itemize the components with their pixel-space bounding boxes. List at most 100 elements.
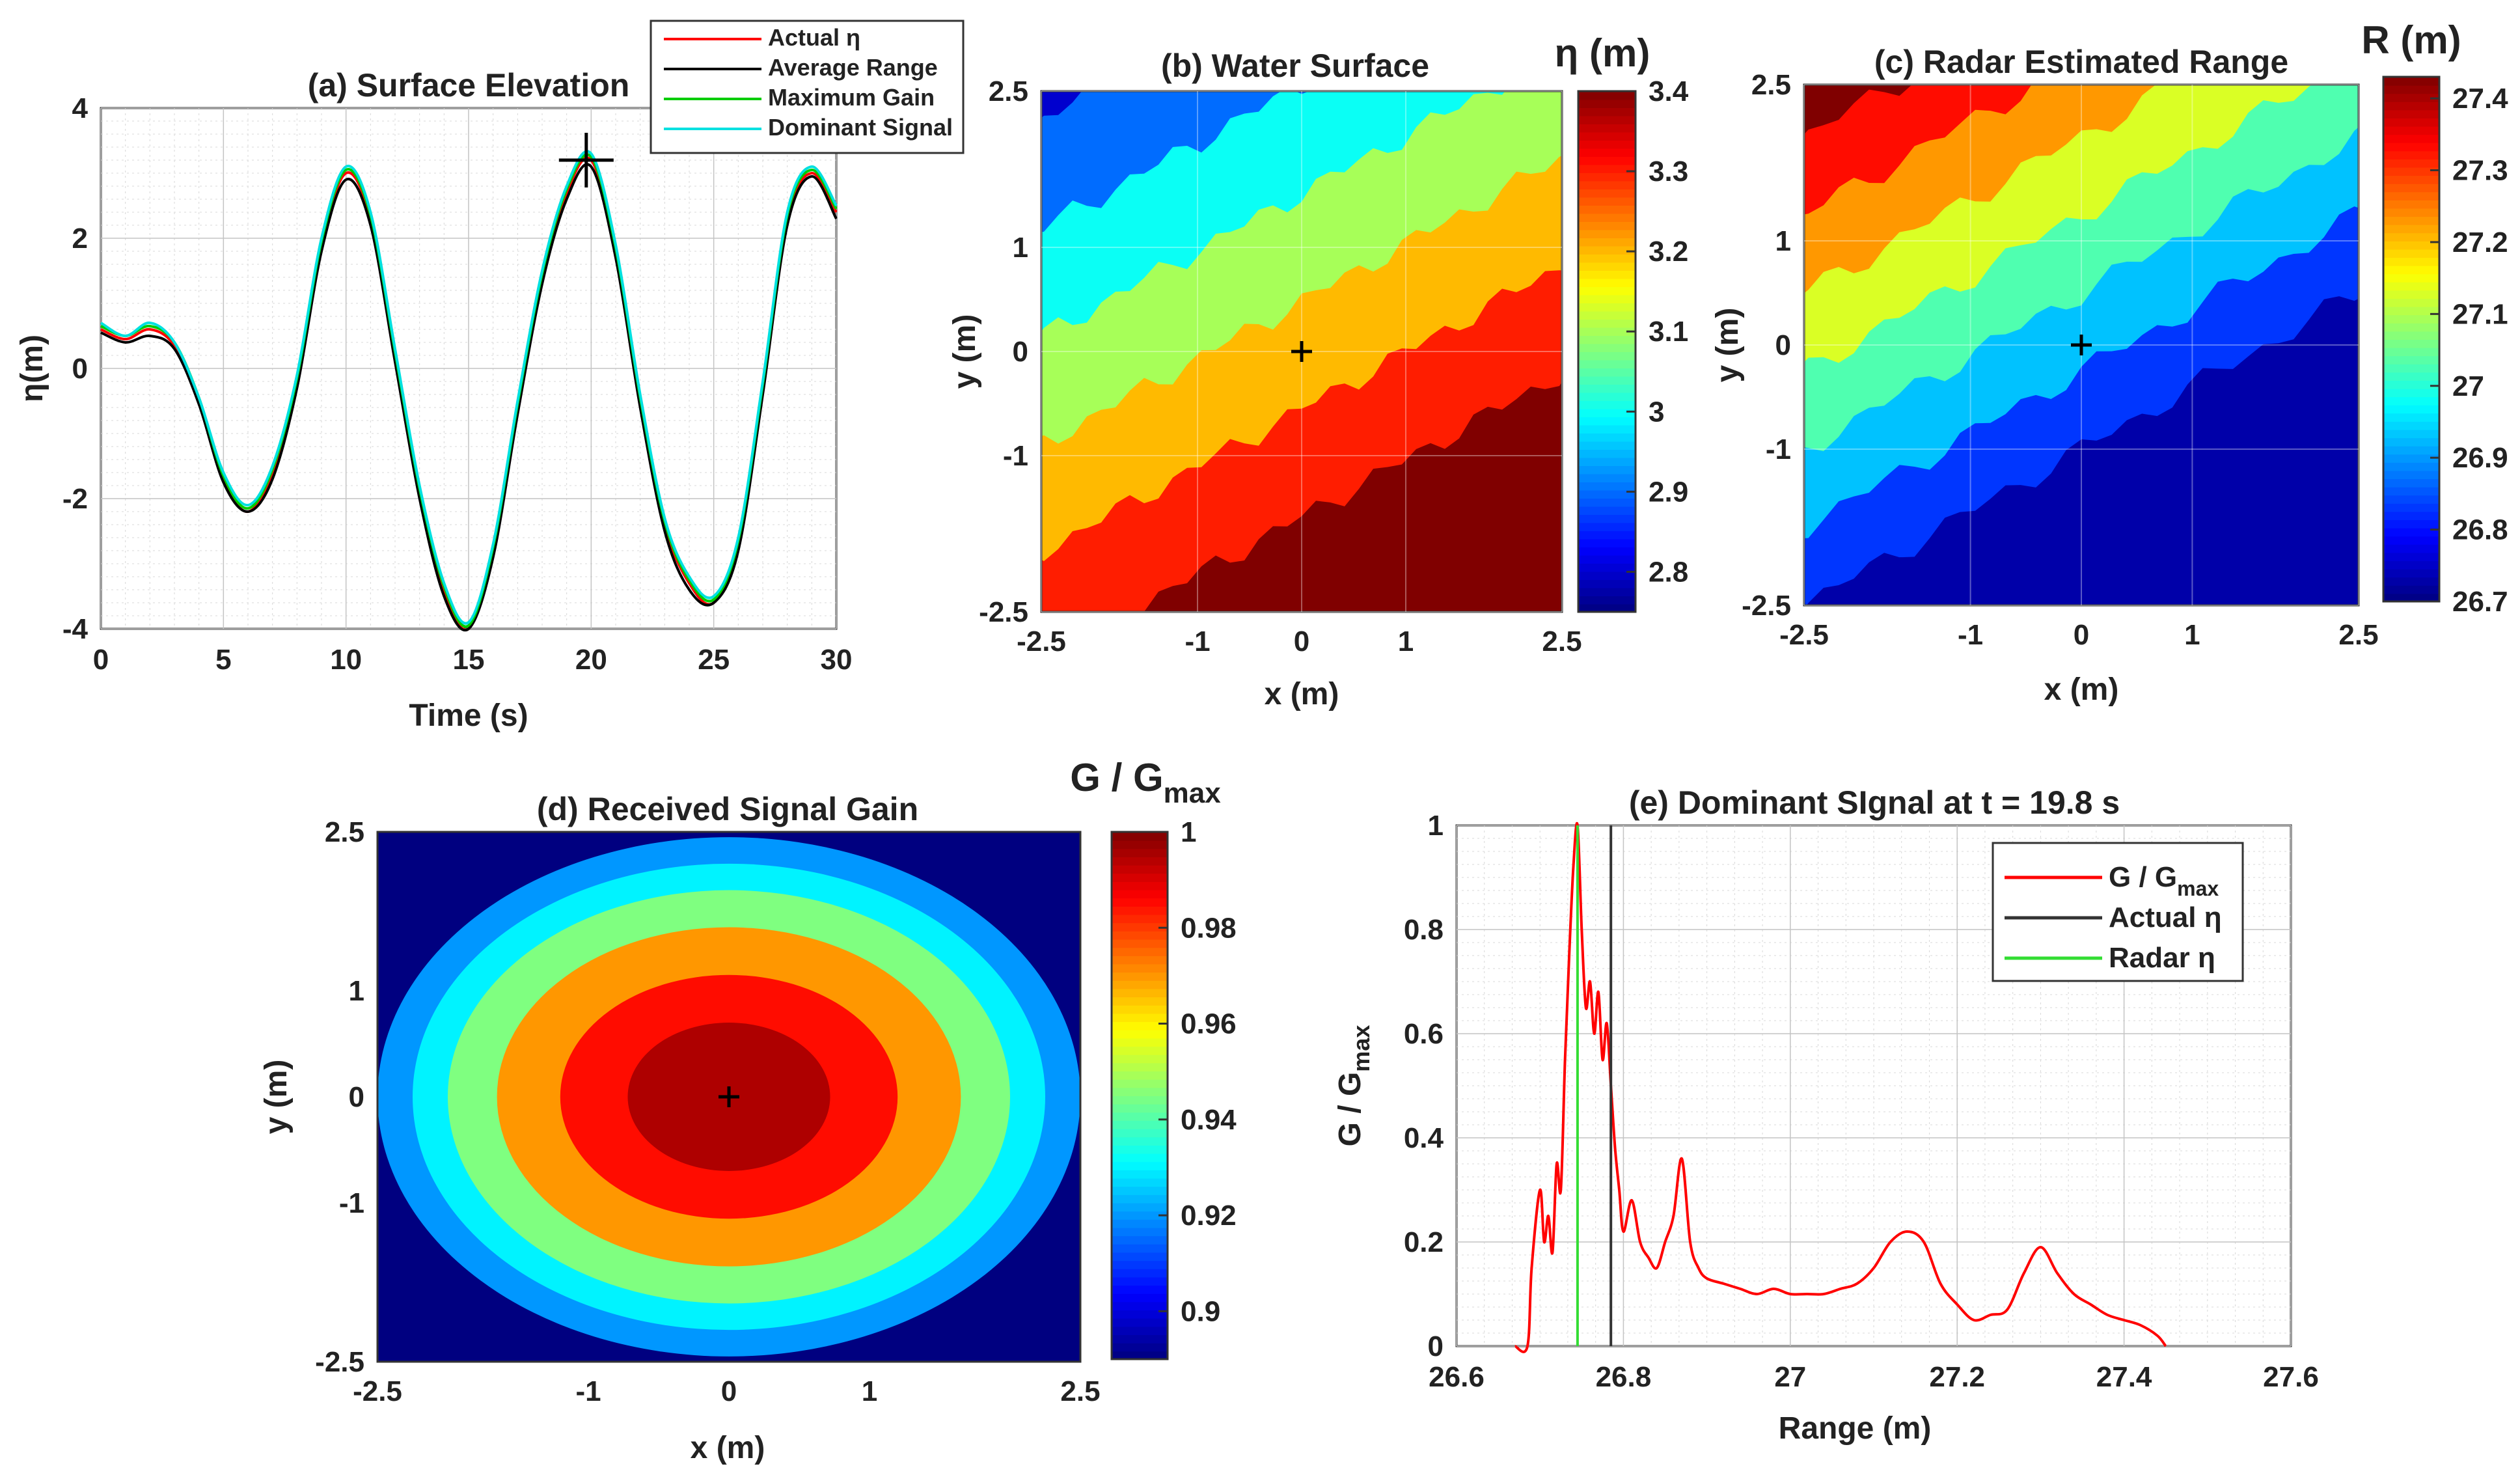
x-axis-label-b: x (m) [1265,677,1339,711]
colorbar-segment [1112,1029,1168,1039]
colorbar-segment [2383,117,2439,127]
y-tick-label: 0.2 [1404,1226,1444,1258]
colorbar-frame [1577,90,1637,613]
colorbar-segment [1112,832,1168,841]
y-tick-label: 0 [1775,329,1791,361]
colorbar-segment [1578,514,1636,523]
colorbar-tick-label: 26.9 [2452,442,2508,474]
colorbar-segment [2383,404,2439,414]
y-tick-label: 0.6 [1404,1018,1444,1050]
colorbar-segment [1112,1128,1168,1138]
x-tick-label: 0 [93,644,109,676]
y-ticks-d: -2.5 -1 0 1 2.5 [315,816,364,1378]
colorbar-segment [1578,213,1636,222]
colorbar-segment [2383,109,2439,118]
x-axis-label-a: Time (s) [409,698,528,733]
colorbar-segment [1112,988,1168,998]
series-line-3 [100,150,838,625]
colorbar-segment [1578,587,1636,596]
y-axis-label-b: y (m) [948,314,982,389]
colorbar-tick-label: 27.2 [2452,227,2508,258]
colorbar-segment [1112,1071,1168,1080]
colorbar-segment [1578,531,1636,540]
x-ticks-c: -2.5 -1 0 1 2.5 [1779,619,2379,651]
colorbar-segment [2383,298,2439,307]
colorbar-segment [1578,180,1636,189]
colorbar-segment [1112,889,1168,899]
colorbar-label-b: η (m) [1555,31,1650,75]
y-axis-label-e: G / Gmax [1333,1025,1375,1147]
colorbar-segment [2383,281,2439,291]
x-tick-label: 2.5 [1542,626,1582,657]
colorbar-segment [1112,1243,1168,1253]
colorbar-segment [1578,262,1636,271]
y-axis-label-a: η(m) [15,335,49,402]
y-tick-label: 0.8 [1404,914,1444,946]
colorbar-d: 0.9 0.92 0.94 0.96 0.98 1 [1110,816,1237,1360]
colorbar-segment [1112,1202,1168,1212]
colorbar-segment [1578,417,1636,426]
colorbar-segment [2383,175,2439,184]
colorbar-b: 2.8 2.9 3 3.1 3.2 3.3 3.4 [1577,76,1689,613]
colorbar-frame [2382,76,2441,603]
colorbar-segment [1112,1087,1168,1096]
colorbar-segment [1112,1285,1168,1294]
colorbar-segment [1578,197,1636,206]
colorbar-segment [1578,563,1636,572]
colorbar-segment [1112,1268,1168,1278]
series-group-e [1514,822,2167,1353]
grid-b [1041,90,1563,613]
marker-a [558,133,614,187]
colorbar-segment [1578,172,1636,182]
colorbar-segment [1112,1161,1168,1170]
colorbar-segment [1578,555,1636,564]
colorbar-segment [1112,972,1168,981]
colorbar-segment [1578,571,1636,580]
colorbar-segment [1112,980,1168,989]
colorbar-tick-label: 3.1 [1649,316,1688,348]
colorbar-segment [2383,585,2439,594]
colorbar-segment [1112,1046,1168,1055]
colorbar-segment [1112,1062,1168,1072]
colorbar-segment [1578,506,1636,515]
colorbar-tick-label: 27.1 [2452,298,2508,330]
colorbar-segment [2383,167,2439,176]
y-tick-label: -1 [1003,440,1028,472]
colorbar-segment [2383,208,2439,217]
y-ticks-e: 0 0.2 0.4 0.6 0.8 1 [1404,810,1444,1362]
colorbar-segment [1578,335,1636,344]
colorbar-segment [1578,400,1636,409]
legend-label: Actual η [768,24,860,51]
series-group-a [100,150,838,631]
x-tick-label: 2.5 [1060,1375,1100,1407]
panel-b: (b) Water Surface x (m) y (m) -2.5 -1 0 1 2.… [948,31,1689,711]
legend-label: G / Gmax [2109,861,2219,900]
colorbar-segment [1112,947,1168,956]
colorbar-segment [2383,142,2439,152]
colorbar-segment [2383,454,2439,463]
colorbar-segment [1578,579,1636,588]
colorbar-segment [1112,1186,1168,1195]
colorbar-segment [1112,1169,1168,1179]
colorbar-segment [2383,224,2439,234]
colorbar-segment [1112,864,1168,874]
panel-c: (c) Radar Estimated Range x (m) y (m) -2… [1710,18,2508,707]
colorbar-segment [1112,898,1168,907]
colorbar-segment [1112,922,1168,931]
colorbar-segment [2383,511,2439,521]
colorbar-tick-label: 0.92 [1181,1200,1237,1232]
colorbar-segment [1112,1178,1168,1187]
series-line-1 [100,163,838,631]
y-ticks-c: -2.5 -1 0 1 2.5 [1742,69,1791,622]
colorbar-segment [1112,1342,1168,1352]
legend-label: Radar η [2109,942,2215,974]
colorbar-segment [1112,955,1168,965]
colorbar-segment [1578,392,1636,401]
colorbar-segment [2383,322,2439,332]
legend-label-sub: max [2177,877,2219,900]
colorbar-segment [1112,1137,1168,1146]
colorbar-segment [2383,158,2439,168]
colorbar-segment [2383,85,2439,94]
colorbar-segment [2383,240,2439,250]
colorbar-segment [1112,1260,1168,1269]
